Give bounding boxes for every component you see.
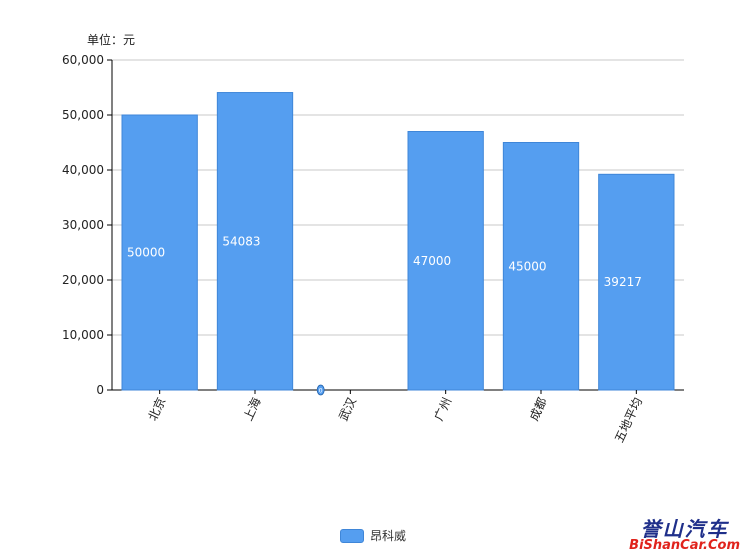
x-tick-label: 上海 — [240, 395, 264, 423]
zero-bar-marker — [316, 384, 325, 396]
watermark-cn: 誉山汽车 — [640, 517, 729, 541]
watermark-logo: 誉山汽车 BiShanCar.Com — [629, 519, 740, 553]
x-tick-label: 广州 — [432, 395, 455, 423]
legend-swatch — [340, 528, 364, 543]
bar — [407, 131, 484, 391]
x-tick-label: 武汉 — [336, 395, 359, 423]
unit-label: 单位：元 — [87, 33, 136, 47]
bar — [502, 142, 580, 391]
data-label: 50000 — [127, 246, 165, 260]
data-label: 47000 — [413, 254, 451, 268]
y-tick-label: 10,000 — [62, 328, 104, 342]
data-label: 0 — [319, 388, 323, 395]
y-tick-label: 0 — [96, 383, 104, 397]
y-tick-label: 20,000 — [62, 273, 104, 287]
data-label: 54083 — [222, 234, 260, 248]
x-tick-label: 北京 — [146, 395, 169, 423]
y-tick-label: 60,000 — [62, 53, 104, 67]
bar — [598, 173, 675, 391]
x-tick-label: 五地平均 — [612, 395, 645, 444]
bar — [121, 114, 198, 391]
y-tick-label: 50,000 — [62, 108, 104, 122]
x-tick-label: 成都 — [527, 395, 550, 423]
y-tick-label: 40,000 — [62, 163, 104, 177]
data-label: 45000 — [508, 259, 546, 273]
legend-label: 昂科威 — [370, 529, 407, 543]
legend[interactable]: 昂科威 — [340, 527, 406, 544]
y-tick-label: 30,000 — [62, 218, 104, 232]
watermark-en: BiShanCar.Com — [629, 538, 740, 553]
data-label: 39217 — [604, 275, 642, 289]
